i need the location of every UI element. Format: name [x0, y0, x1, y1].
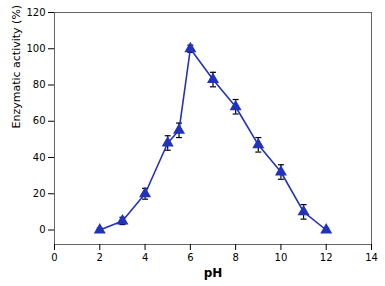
svg-text:2: 2 — [97, 252, 103, 263]
svg-text:pH: pH — [204, 266, 223, 280]
svg-text:120: 120 — [26, 7, 45, 18]
svg-text:0: 0 — [39, 224, 45, 235]
svg-text:80: 80 — [33, 79, 46, 90]
svg-text:Enzymatic activity (%): Enzymatic activity (%) — [10, 5, 23, 129]
svg-text:12: 12 — [320, 252, 333, 263]
svg-text:0: 0 — [51, 252, 57, 263]
svg-text:4: 4 — [142, 252, 148, 263]
svg-text:10: 10 — [275, 252, 288, 263]
svg-text:100: 100 — [26, 43, 45, 54]
svg-text:8: 8 — [232, 252, 238, 263]
svg-text:6: 6 — [187, 252, 193, 263]
svg-text:20: 20 — [33, 188, 46, 199]
svg-text:14: 14 — [365, 252, 378, 263]
svg-text:60: 60 — [33, 115, 46, 126]
svg-text:40: 40 — [33, 152, 46, 163]
